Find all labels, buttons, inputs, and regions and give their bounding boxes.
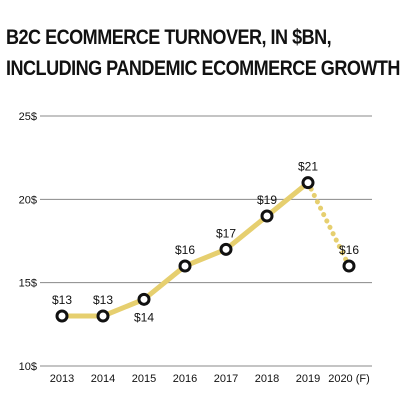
line-segment: [223, 213, 270, 252]
x-tick-label-2016: 2016: [173, 373, 197, 385]
x-tick-label-2014: 2014: [91, 373, 115, 385]
y-tick-label-25: 25$: [19, 111, 37, 123]
chart-title: B2C ECOMMERCE TURNOVER, IN $BN, INCLUDIN…: [6, 22, 400, 84]
line-segment: [141, 263, 188, 302]
data-point-2014: [96, 309, 110, 323]
line-segment: [182, 246, 229, 269]
x-tick-label-2020F: 2020 (F): [328, 373, 370, 385]
data-label-2020F: $16: [339, 243, 359, 257]
data-label-2017: $17: [216, 226, 236, 240]
chart-title-line-2: INCLUDING PANDEMIC ECOMMERCE GROWTH: [6, 57, 400, 80]
data-point-2016: [178, 259, 192, 273]
data-label-2014: $13: [93, 293, 113, 307]
y-tick-label-10: 10$: [19, 361, 37, 373]
y-tick-label-20: 20$: [19, 194, 37, 206]
data-label-2016: $16: [175, 243, 195, 257]
chart-title-line-1: B2C ECOMMERCE TURNOVER, IN $BN,: [6, 26, 332, 49]
x-tick-label-2013: 2013: [50, 373, 74, 385]
x-tick-label-2018: 2018: [255, 373, 279, 385]
data-point-2018: [260, 209, 274, 223]
data-point-2019: [301, 176, 315, 190]
data-label-2019: $21: [298, 160, 318, 174]
data-point-2013: [55, 309, 69, 323]
x-tick-label-2019: 2019: [296, 373, 320, 385]
data-label-2018: $19: [257, 193, 277, 207]
data-point-2020F: [342, 259, 356, 273]
line-segment: [264, 180, 311, 219]
x-tick-label-2017: 2017: [214, 373, 238, 385]
line-segment: [100, 296, 147, 319]
x-tick-label-2015: 2015: [132, 373, 156, 385]
data-label-2013: $13: [52, 293, 72, 307]
data-label-2015: $14: [134, 310, 154, 324]
data-point-2017: [219, 242, 233, 256]
y-tick-label-15: 15$: [19, 278, 37, 290]
forecast-line-segment: [305, 180, 352, 269]
data-point-2015: [137, 292, 151, 306]
